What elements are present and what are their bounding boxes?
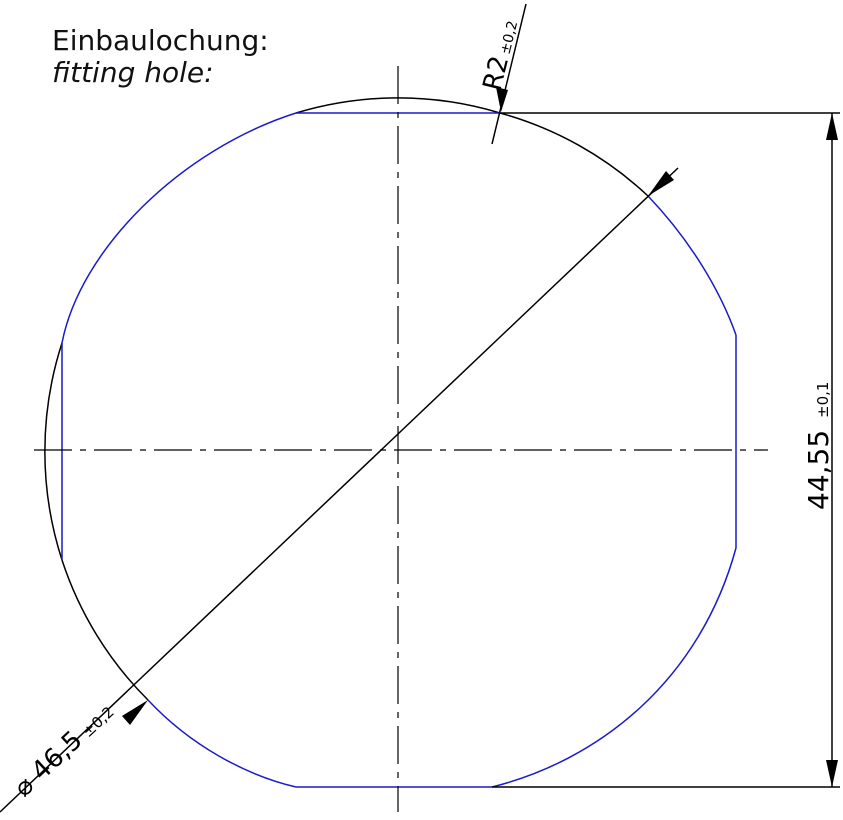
radius-tolerance: ±0,2 <box>498 19 522 56</box>
title-english: fitting hole: <box>52 56 214 89</box>
diameter-line <box>0 167 679 813</box>
radius-arrow <box>496 87 508 112</box>
height-value: 44,55 <box>802 430 835 510</box>
circle-arc-bottom-left <box>61 559 149 701</box>
height-tolerance: ±0,1 <box>814 382 832 418</box>
hole-contour <box>61 112 737 788</box>
circle-arc-left <box>44 342 63 561</box>
title-german: Einbaulochung: <box>52 24 269 57</box>
height-arrow-top <box>826 113 838 140</box>
height-dimension <box>492 112 840 788</box>
diameter-arrow-top <box>648 171 674 196</box>
diameter-arrow-bottom <box>122 700 148 725</box>
circle-arc-top-right <box>499 112 649 197</box>
center-lines <box>34 66 768 812</box>
diameter-tolerance: ±0,2 <box>79 703 118 741</box>
radius-label: R2 <box>478 53 515 94</box>
radius-leader <box>491 3 527 145</box>
height-arrow-bottom <box>826 760 838 787</box>
